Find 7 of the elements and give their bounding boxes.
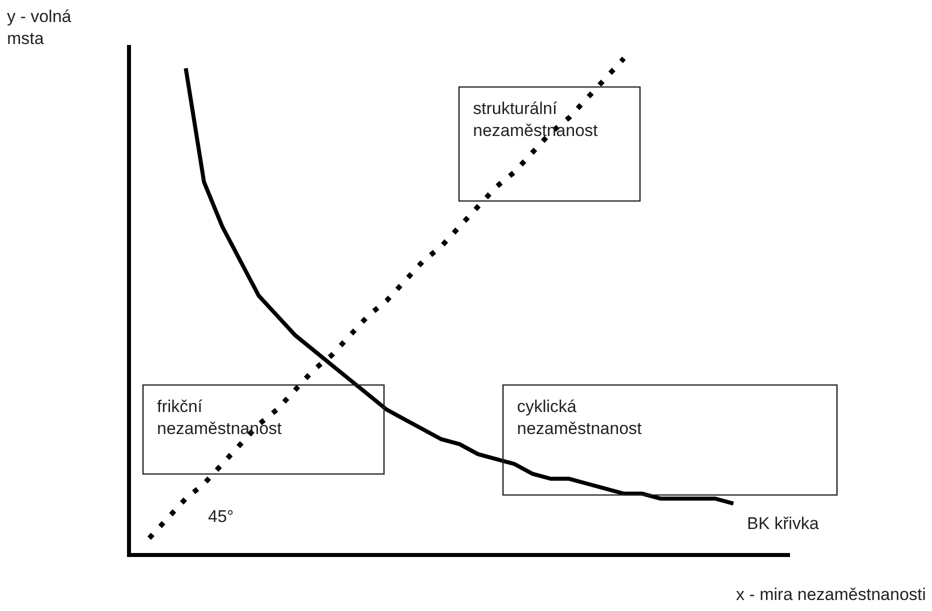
annotation: frikční nezaměstnanost [157,397,282,438]
series-label: BK křivka [747,514,820,533]
y-axis-title: y - volná msta [7,7,72,48]
annotation: cyklická nezaměstnanost [517,397,642,438]
annotation: strukturální nezaměstnanost [473,99,598,140]
annotation: 45° [208,507,234,526]
x-axis-title: x - mira nezaměstnanosti [736,585,926,604]
